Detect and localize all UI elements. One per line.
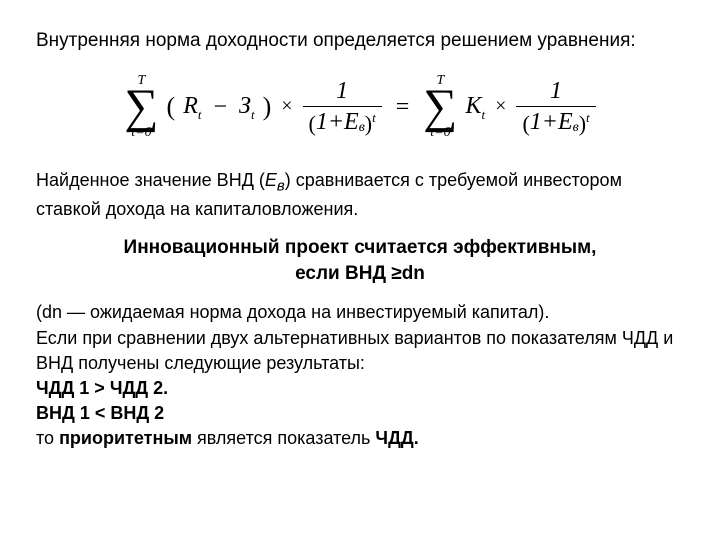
- paragraph-1: Найденное значение ВНД (Eв) сравнивается…: [36, 168, 684, 221]
- equals-sign: =: [396, 91, 410, 123]
- block-c: то приоритетным является показатель ЧДД.: [36, 426, 684, 451]
- lparen: (: [167, 89, 176, 124]
- frac-den: (1+Eв)t: [303, 107, 382, 135]
- block-c-d: ЧДД.: [375, 428, 418, 448]
- fraction-right: 1 (1+Eв)t: [516, 78, 595, 136]
- para1-sub: в: [277, 178, 285, 195]
- sigma-lower-r: t=0: [430, 126, 450, 140]
- sigma-right: T ∑ t=0: [423, 74, 457, 140]
- equation: T ∑ t=0 ( Rt − Зt ) × 1 (1+Eв)t = T ∑ t=…: [124, 74, 595, 140]
- paragraph-2: (dn — ожидаемая норма дохода на инвестир…: [36, 300, 684, 451]
- para1-E: E: [265, 170, 277, 190]
- frac-den-r: (1+Eв)t: [516, 107, 595, 135]
- frac-num: 1: [330, 78, 354, 106]
- term-Z: Зt: [239, 90, 255, 123]
- block-c-b: приоритетным: [59, 428, 197, 448]
- minus: −: [214, 91, 228, 123]
- block-a: (dn — ожидаемая норма дохода на инвестир…: [36, 300, 684, 325]
- term-K: Kt: [466, 90, 486, 123]
- block-b: Если при сравнении двух альтернативных в…: [36, 326, 684, 376]
- sigma-left: T ∑ t=0: [124, 74, 158, 140]
- para1-a: Найденное значение ВНД (: [36, 170, 265, 190]
- sigma-symbol: ∑: [124, 88, 158, 126]
- times-2: ×: [495, 93, 506, 120]
- times-1: ×: [281, 93, 292, 120]
- bold-statement: Инновационный проект считается эффективн…: [36, 235, 684, 286]
- equation-container: T ∑ t=0 ( Rt − Зt ) × 1 (1+Eв)t = T ∑ t=…: [36, 74, 684, 140]
- block-c-c: является показатель: [197, 428, 375, 448]
- bold-line-1: Инновационный проект считается эффективн…: [36, 235, 684, 261]
- cmp-1: ЧДД 1 > ЧДД 2.: [36, 376, 684, 401]
- rparen: ): [263, 89, 272, 124]
- page-title: Внутренняя норма доходности определяется…: [36, 28, 684, 54]
- term-R: Rt: [183, 90, 201, 123]
- bold-line-2: если ВНД ≥dn: [36, 261, 684, 287]
- sigma-lower: t=0: [131, 126, 151, 140]
- sigma-symbol-r: ∑: [423, 88, 457, 126]
- block-c-a: то: [36, 428, 59, 448]
- frac-num-r: 1: [544, 78, 568, 106]
- cmp-2: ВНД 1 < ВНД 2: [36, 401, 684, 426]
- fraction-left: 1 (1+Eв)t: [303, 78, 382, 136]
